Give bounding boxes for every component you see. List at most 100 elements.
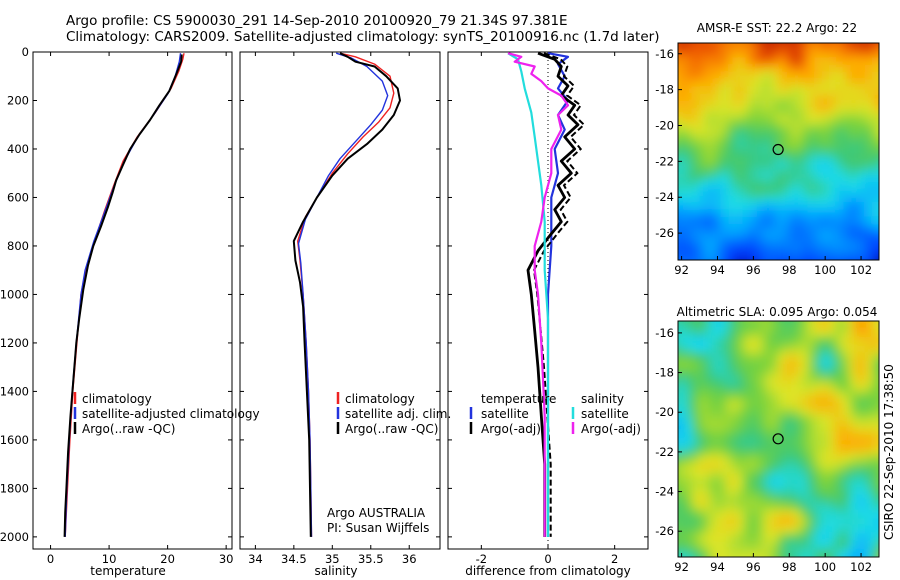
- heatmap-cell: [828, 223, 837, 232]
- heatmap-cell: [778, 93, 787, 102]
- heatmap-cell: [792, 144, 801, 153]
- heatmap-cell: [757, 129, 765, 138]
- heatmap-cell: [864, 454, 873, 464]
- heatmap-cell: [814, 43, 823, 44]
- heatmap-cell: [850, 407, 859, 416]
- heatmap-cell: [713, 399, 722, 409]
- series-line-argo-raw-qc: [63, 54, 183, 537]
- heatmap-cell: [757, 470, 765, 479]
- heatmap-cell: [764, 79, 772, 87]
- heatmap-cell: [749, 541, 758, 550]
- heatmap-cell: [692, 223, 701, 232]
- heatmap-cell: [886, 565, 894, 574]
- heatmap-cell: [886, 321, 894, 330]
- heatmap-cell: [771, 144, 780, 153]
- heatmap-cell: [764, 187, 772, 196]
- heatmap-cell: [735, 252, 744, 260]
- heatmap-cell: [857, 376, 866, 385]
- heatmap-cell: [828, 202, 837, 210]
- sla-map-panel: 92 94 96 98 100 102-16-18-20-22-24-26: [655, 320, 894, 574]
- heatmap-cell: [828, 122, 837, 131]
- heatmap-cell: [864, 486, 873, 495]
- heatmap-cell: [785, 144, 794, 153]
- heatmap-cell: [850, 454, 859, 464]
- heatmap-cell: [764, 399, 772, 409]
- heatmap-cell: [749, 238, 758, 247]
- heatmap-cell: [821, 439, 830, 448]
- heatmap-cell: [857, 71, 866, 80]
- heatmap-cell: [857, 462, 866, 472]
- heatmap-cell: [785, 478, 794, 487]
- heatmap-cell: [835, 129, 844, 138]
- heatmap-cell: [713, 137, 722, 145]
- heatmap-cell: [742, 391, 751, 401]
- heatmap-cell: [835, 238, 844, 247]
- heatmap-cell: [764, 423, 772, 432]
- heatmap-cell: [828, 368, 837, 377]
- heatmap-cell: [778, 446, 787, 456]
- heatmap-cell: [764, 57, 772, 66]
- heatmap-cell: [785, 446, 794, 456]
- heatmap-cell: [728, 252, 737, 260]
- heatmap-cell: [771, 187, 780, 196]
- heatmap-cell: [800, 533, 808, 542]
- heatmap-cell: [814, 43, 823, 51]
- heatmap-cell: [857, 137, 866, 145]
- heatmap-cell: [721, 79, 729, 87]
- heatmap-cell: [792, 129, 801, 138]
- legend-label-argo: Argo(..raw -QC): [82, 422, 175, 436]
- heatmap-cell: [785, 328, 794, 338]
- heatmap-cell: [879, 130, 887, 138]
- heatmap-cell: [771, 486, 780, 495]
- heatmap-cell: [678, 108, 679, 116]
- heatmap-cell: [807, 431, 815, 440]
- heatmap-cell: [749, 209, 758, 218]
- heatmap-cell: [843, 64, 851, 73]
- heatmap-cell: [871, 383, 879, 393]
- heatmap-cell: [749, 494, 758, 503]
- heatmap-cell: [728, 93, 737, 102]
- heatmap-cell: [706, 43, 715, 51]
- heatmap-cell: [757, 180, 765, 189]
- heatmap-cell: [721, 321, 729, 330]
- heatmap-cell: [742, 64, 751, 73]
- heatmap-cell: [864, 525, 873, 534]
- heatmap-cell: [678, 446, 686, 456]
- heatmap-cell: [721, 144, 729, 153]
- heatmap-cell: [692, 454, 701, 464]
- heatmap-cell: [850, 137, 859, 145]
- heatmap-cell: [800, 391, 808, 401]
- heatmap-cell: [814, 64, 823, 73]
- heatmap-cell: [749, 180, 758, 189]
- heatmap-cell: [757, 336, 765, 346]
- heatmap-cell: [792, 352, 801, 361]
- heatmap-cell: [699, 517, 708, 527]
- heatmap-cell: [713, 43, 722, 44]
- heatmap-cell: [879, 345, 887, 354]
- heatmap-cell: [850, 501, 859, 511]
- heatmap-cell: [785, 194, 794, 203]
- heatmap-cell: [778, 352, 787, 361]
- heatmap-cell: [785, 57, 794, 66]
- heatmap-cell: [835, 108, 844, 116]
- heatmap-cell: [728, 202, 737, 210]
- heatmap-cell: [685, 137, 693, 145]
- heatmap-cell: [728, 454, 737, 464]
- heatmap-cell: [735, 360, 744, 369]
- heatmap-cell: [771, 100, 780, 109]
- heatmap-cell: [678, 517, 686, 527]
- heatmap-cell: [792, 470, 801, 479]
- heatmap-cell: [821, 431, 830, 440]
- heatmap-cell: [678, 533, 686, 542]
- heatmap-cell: [742, 470, 751, 479]
- heatmap-cell: [871, 399, 879, 409]
- heatmap-cell: [749, 328, 758, 338]
- heatmap-cell: [757, 216, 765, 225]
- heatmap-cell: [749, 336, 758, 346]
- heatmap-cell: [757, 391, 765, 401]
- heatmap-cell: [742, 352, 751, 361]
- heatmap-cell: [785, 50, 794, 58]
- heatmap-cell: [807, 194, 815, 203]
- heatmap-cell: [749, 360, 758, 369]
- heatmap-cell: [692, 446, 701, 456]
